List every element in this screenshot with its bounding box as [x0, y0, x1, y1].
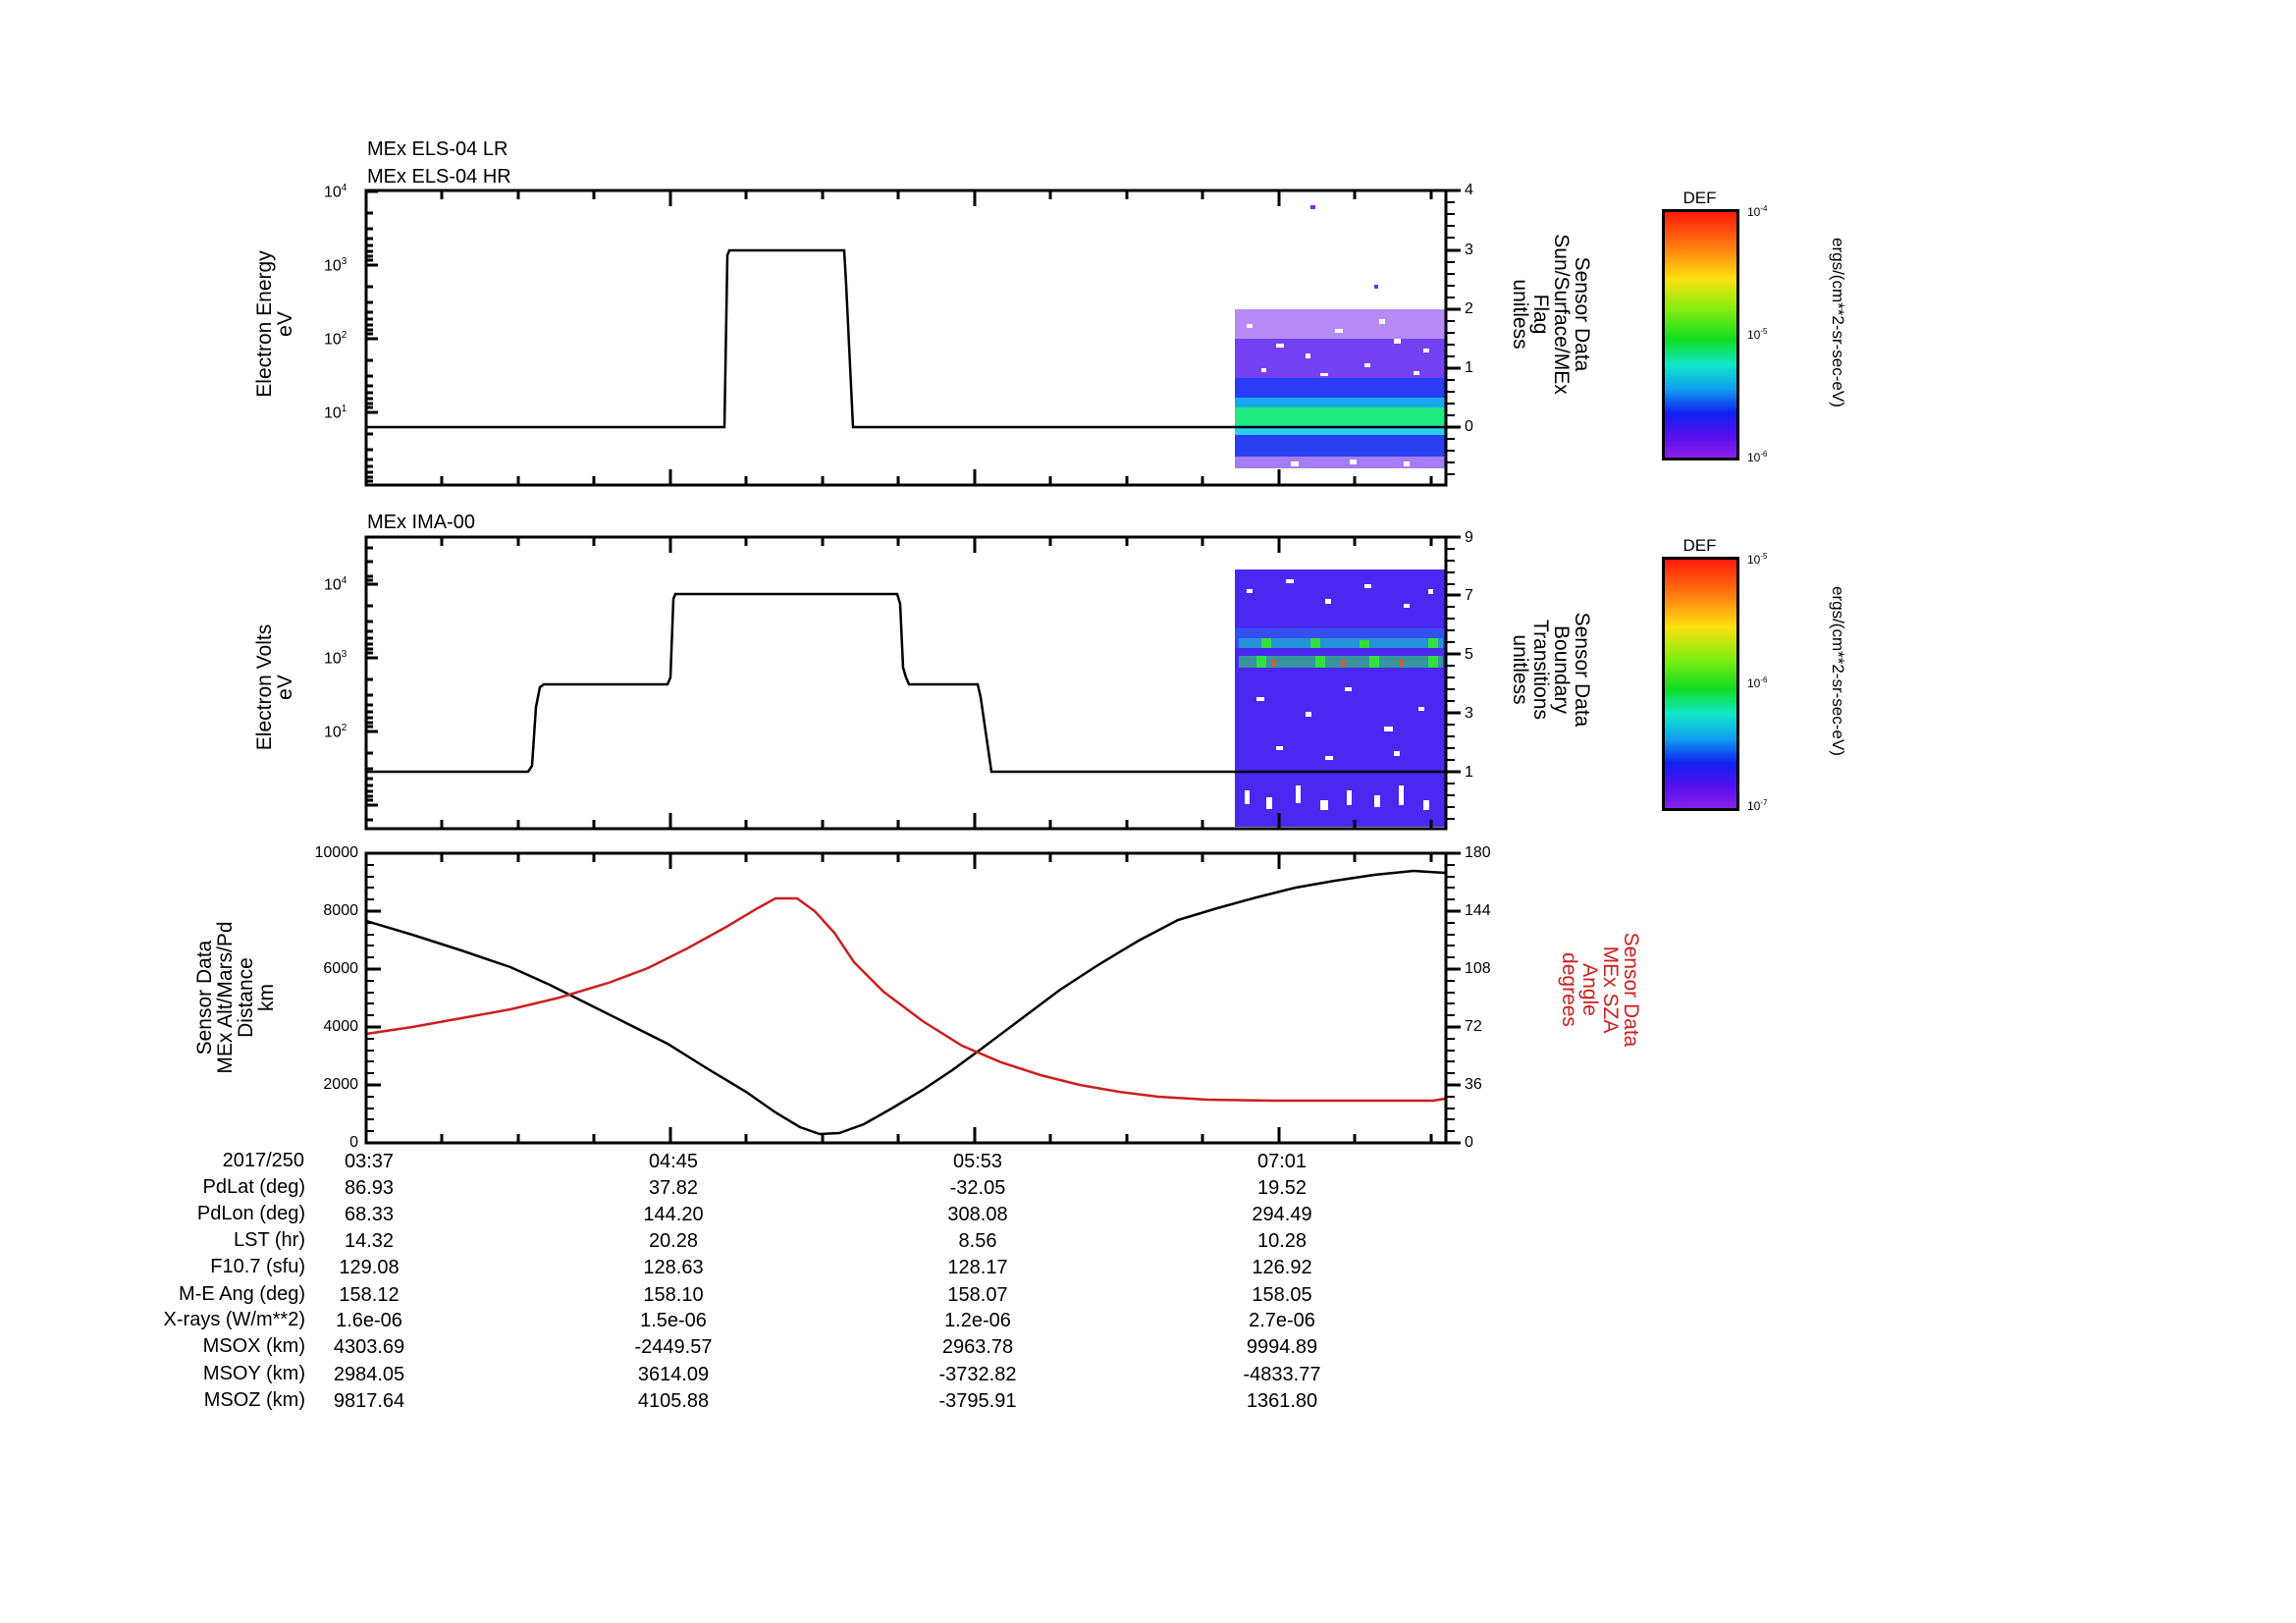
ephemeris-row-label: PdLon (deg) [196, 1203, 305, 1224]
els-title-hr: MEx ELS-04 HR [367, 166, 511, 188]
ima-right-axis-label: Sensor Data Boundary Transitions unitles… [1509, 612, 1593, 728]
ephemeris-cell: 2963.78 [941, 1336, 1014, 1358]
ephemeris-cell: -32.05 [949, 1177, 1006, 1199]
els-title-lr: MEx ELS-04 LR [367, 138, 508, 160]
els-right-axis-label: Sensor Data Sun/Surface/MEx Flag unitles… [1509, 234, 1593, 395]
ephemeris-cell: 308.08 [947, 1204, 1008, 1225]
ephemeris-cell: 294.49 [1252, 1204, 1312, 1225]
date-label: 2017/250 [222, 1150, 304, 1171]
orbit-left-axis-label: Sensor Data MEx Alt/Mars/Pd Distance km [193, 921, 278, 1074]
ephemeris-cell: 10.28 [1256, 1230, 1308, 1252]
ephemeris-row-label: F10.7 (sfu) [210, 1256, 305, 1277]
altitude-line [365, 869, 1446, 1136]
ephemeris-cell: 1.2e-06 [944, 1310, 1011, 1331]
ephemeris-cell: 4303.69 [333, 1336, 405, 1358]
ephemeris-row-label: M-E Ang (deg) [179, 1283, 305, 1305]
ephemeris-cell: 158.05 [1252, 1284, 1312, 1306]
orbit-right-axis-label: Sensor Data MEx SZA Angle degrees [1558, 932, 1642, 1048]
ephemeris-cell: 126.92 [1252, 1257, 1312, 1278]
sza-line [365, 896, 1446, 1103]
ephemeris-cell: 86.93 [344, 1177, 395, 1199]
ephemeris-cell: 9817.64 [333, 1390, 405, 1412]
ima-colorbar-unit: ergs/(cm**2-sr-sec-eV) [1829, 586, 1847, 756]
ephemeris-row-label: LST (hr) [234, 1229, 305, 1251]
ephemeris-cell: 1.6e-06 [336, 1310, 402, 1331]
ephemeris-row-label: PdLat (deg) [202, 1176, 305, 1198]
els-left-axis-label: Electron Energy eV [253, 250, 296, 398]
ephemeris-cell: 129.08 [339, 1257, 400, 1278]
ephemeris-cell: -3795.91 [938, 1390, 1017, 1412]
time-tick-2: 05:53 [952, 1151, 1003, 1172]
time-tick-1: 04:45 [648, 1151, 699, 1172]
ephemeris-cell: 158.12 [339, 1284, 400, 1306]
ephemeris-cell: 19.52 [1256, 1177, 1308, 1199]
els-colorbar-unit: ergs/(cm**2-sr-sec-eV) [1829, 238, 1847, 407]
ephemeris-cell: -2449.57 [634, 1336, 713, 1358]
ephemeris-cell: 158.10 [643, 1284, 704, 1306]
ephemeris-row-label: MSOX (km) [202, 1335, 305, 1357]
ephemeris-cell: 1.5e-06 [640, 1310, 707, 1331]
ephemeris-cell: 2.7e-06 [1249, 1310, 1315, 1331]
ima-spectrogram [1235, 569, 1445, 827]
ima-left-axis-label: Electron Volts eV [253, 623, 296, 751]
ephemeris-cell: 9994.89 [1246, 1336, 1318, 1358]
ephemeris-cell: 8.56 [958, 1230, 997, 1252]
ephemeris-cell: 3614.09 [637, 1364, 710, 1385]
ephemeris-cell: 68.33 [344, 1204, 395, 1225]
ephemeris-cell: 2984.05 [333, 1364, 405, 1385]
ephemeris-cell: 128.17 [947, 1257, 1008, 1278]
time-tick-0: 03:37 [344, 1151, 395, 1172]
ephemeris-cell: 37.82 [648, 1177, 699, 1199]
time-tick-3: 07:01 [1256, 1151, 1308, 1172]
ephemeris-row-label: MSOZ (km) [203, 1389, 305, 1411]
els-colorbar [1662, 209, 1739, 460]
ephemeris-cell: 4105.88 [637, 1390, 710, 1412]
ephemeris-cell: 14.32 [344, 1230, 395, 1252]
ephemeris-row-label: X-rays (W/m**2) [163, 1309, 305, 1330]
ephemeris-cell: 20.28 [648, 1230, 699, 1252]
ephemeris-cell: -4833.77 [1243, 1364, 1321, 1385]
ima-colorbar-title: DEF [1682, 536, 1717, 555]
ephemeris-cell: 144.20 [643, 1204, 704, 1225]
ephemeris-cell: 128.63 [643, 1257, 704, 1278]
ephemeris-row-label: MSOY (km) [202, 1363, 305, 1384]
ephemeris-cell: 158.07 [947, 1284, 1008, 1306]
els-colorbar-title: DEF [1682, 189, 1717, 207]
ima-colorbar [1662, 557, 1739, 811]
ephemeris-cell: -3732.82 [938, 1364, 1017, 1385]
els-spectrogram [1235, 205, 1445, 468]
ima-title: MEx IMA-00 [367, 512, 476, 533]
ephemeris-cell: 1361.80 [1246, 1390, 1318, 1412]
